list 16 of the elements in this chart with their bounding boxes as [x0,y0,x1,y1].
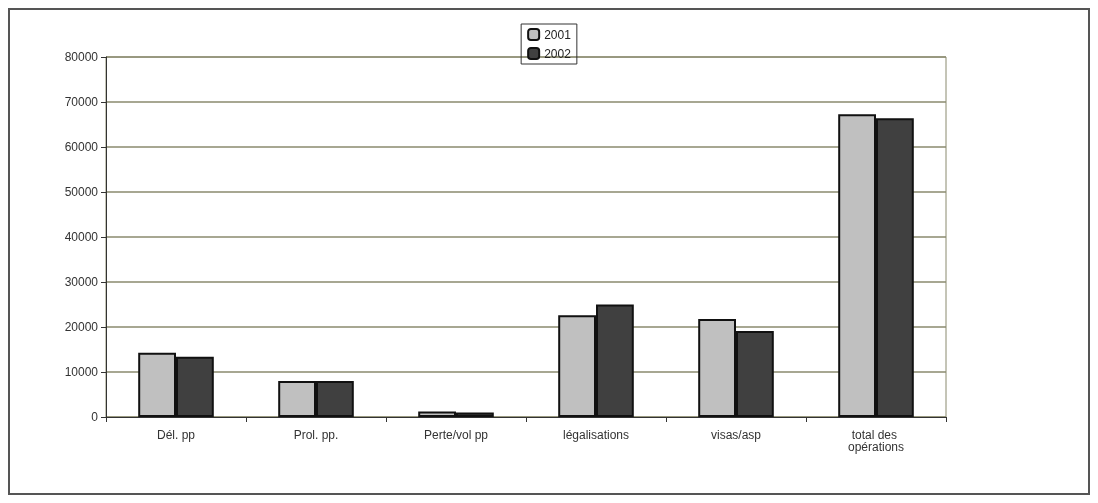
y-tick-label: 0 [91,410,99,424]
y-tick-label: 20000 [64,320,99,334]
y-tick-label: 80000 [64,50,99,64]
legend-label: 2001 [544,27,572,42]
x-tick-label: Dél. pp [156,428,196,442]
x-tick-label: total des opérations [847,428,905,454]
y-tick-label: 50000 [64,185,99,199]
x-tick-label: Perte/vol pp [423,428,489,442]
y-tick-label: 60000 [64,140,99,154]
y-tick-label: 10000 [64,365,99,379]
y-tick-label: 30000 [64,275,99,289]
x-tick-label: Prol. pp. [293,428,339,442]
x-tick-label: visas/asp [710,428,762,442]
y-tick-label: 40000 [64,230,99,244]
y-tick-label: 70000 [64,95,99,109]
x-tick-label: légalisations [562,428,630,442]
